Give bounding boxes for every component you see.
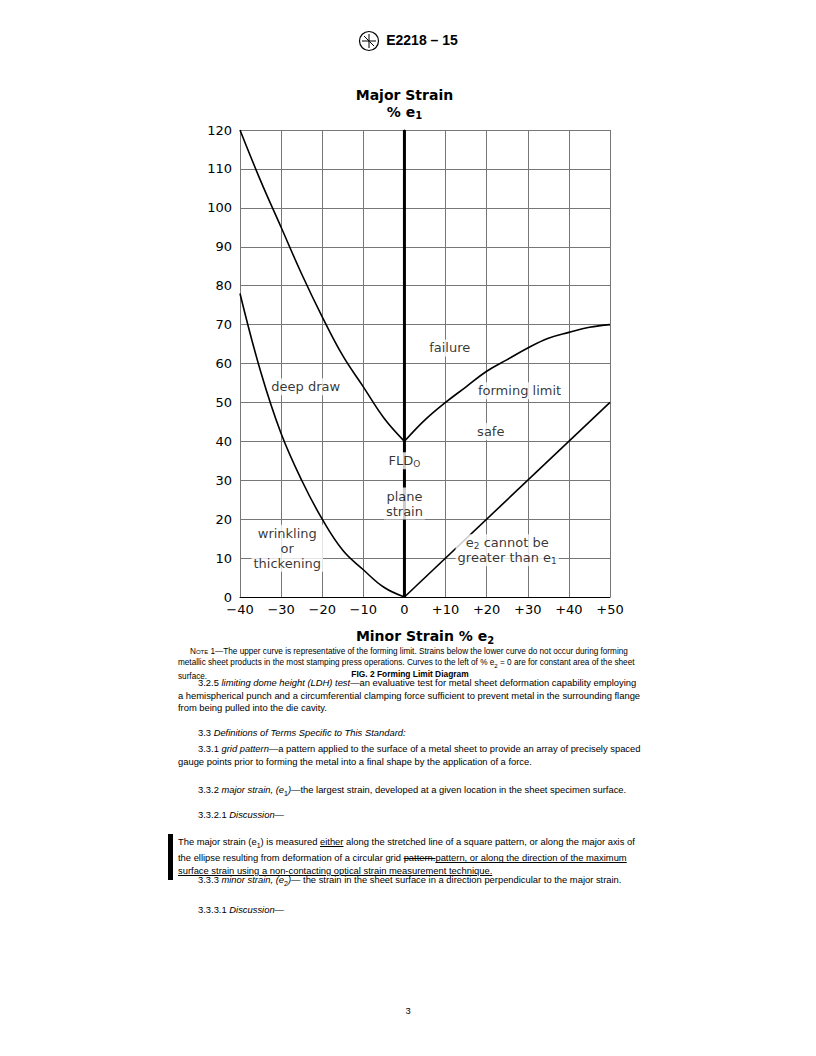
svg-text:110: 110 bbox=[207, 161, 232, 176]
svg-text:+40: +40 bbox=[555, 602, 582, 617]
svg-text:safe: safe bbox=[477, 424, 504, 439]
svg-text:cannot be: cannot be bbox=[479, 535, 548, 550]
html-text:3: 3 bbox=[405, 1005, 411, 1016]
svg-text:90: 90 bbox=[215, 239, 232, 254]
html-text:Note 1 —The upper curve is rep: Note 1 —The upper curve is representativ… bbox=[178, 647, 635, 681]
svg-text:−10: −10 bbox=[350, 602, 377, 617]
svg-text:strain: strain bbox=[386, 504, 423, 519]
svg-text:plane: plane bbox=[386, 489, 422, 504]
svg-text:e: e bbox=[466, 535, 474, 550]
html-text:3.3.3 minor strain, (e2) — the: 3.3.3 minor strain, (e2) — the strain in… bbox=[198, 874, 622, 887]
svg-text:forming limit: forming limit bbox=[478, 383, 561, 398]
svg-text:1: 1 bbox=[551, 556, 557, 566]
svg-text:80: 80 bbox=[215, 278, 232, 293]
svg-text:1: 1 bbox=[415, 110, 422, 121]
svg-text:deep draw: deep draw bbox=[271, 379, 340, 394]
svg-text:70: 70 bbox=[215, 317, 232, 332]
svg-text:40: 40 bbox=[215, 434, 232, 449]
svg-text:−20: −20 bbox=[309, 602, 336, 617]
svg-text:50: 50 bbox=[215, 395, 232, 410]
svg-text:+30: +30 bbox=[514, 602, 541, 617]
svg-text:+20: +20 bbox=[473, 602, 500, 617]
html-text:FIG. 2 Forming Limit Diagram: FIG. 2 Forming Limit Diagram bbox=[351, 669, 469, 679]
html-text:3.3.3.1 Discussion—: 3.3.3.1 Discussion— bbox=[198, 904, 284, 915]
html-text:3.3.2 major strain, (e1) —the: 3.3.2 major strain, (e1) —the largest st… bbox=[198, 784, 627, 797]
svg-text:0: 0 bbox=[400, 602, 408, 617]
html-text:3.3.2.1 Discussion—: 3.3.2.1 Discussion— bbox=[198, 809, 284, 820]
svg-text:O: O bbox=[413, 459, 420, 469]
svg-text:120: 120 bbox=[207, 123, 232, 138]
svg-text:FLD: FLD bbox=[389, 453, 414, 468]
svg-text:2: 2 bbox=[487, 635, 494, 646]
svg-text:0: 0 bbox=[223, 589, 232, 605]
svg-text:greater than e: greater than e bbox=[458, 550, 552, 565]
html-text:3.3.1 grid pattern —a pattern: 3.3.1 grid pattern —a pattern applied to… bbox=[178, 743, 641, 767]
svg-text:% e: % e bbox=[387, 104, 415, 120]
svg-text:100: 100 bbox=[207, 200, 232, 215]
html-text:3.3 Definitions of Terms Speci: 3.3 Definitions of Terms Specific to Thi… bbox=[198, 727, 406, 738]
html-text:3.2.5 limiting dome height (LD: 3.2.5 limiting dome height (LDH) test —a… bbox=[178, 677, 641, 714]
svg-text:+10: +10 bbox=[432, 602, 459, 617]
svg-text:Major Strain: Major Strain bbox=[356, 87, 453, 103]
svg-text:+50: +50 bbox=[596, 602, 623, 617]
svg-text:10: 10 bbox=[215, 551, 232, 566]
svg-text:Minor Strain % e: Minor Strain % e bbox=[356, 628, 487, 644]
svg-text:thickening: thickening bbox=[254, 556, 322, 571]
svg-text:failure: failure bbox=[429, 340, 470, 355]
svg-text:−40: −40 bbox=[226, 602, 253, 617]
svg-text:wrinkling: wrinkling bbox=[258, 526, 317, 541]
svg-text:60: 60 bbox=[215, 356, 232, 371]
html-text:The major strain (e1) is measu: The major strain (e1) is measured either… bbox=[178, 836, 635, 877]
html-text:E2218 – 15: E2218 – 15 bbox=[386, 31, 458, 48]
svg-text:or: or bbox=[281, 541, 295, 556]
svg-text:30: 30 bbox=[215, 473, 232, 488]
svg-text:20: 20 bbox=[215, 512, 232, 527]
svg-text:−30: −30 bbox=[267, 602, 294, 617]
